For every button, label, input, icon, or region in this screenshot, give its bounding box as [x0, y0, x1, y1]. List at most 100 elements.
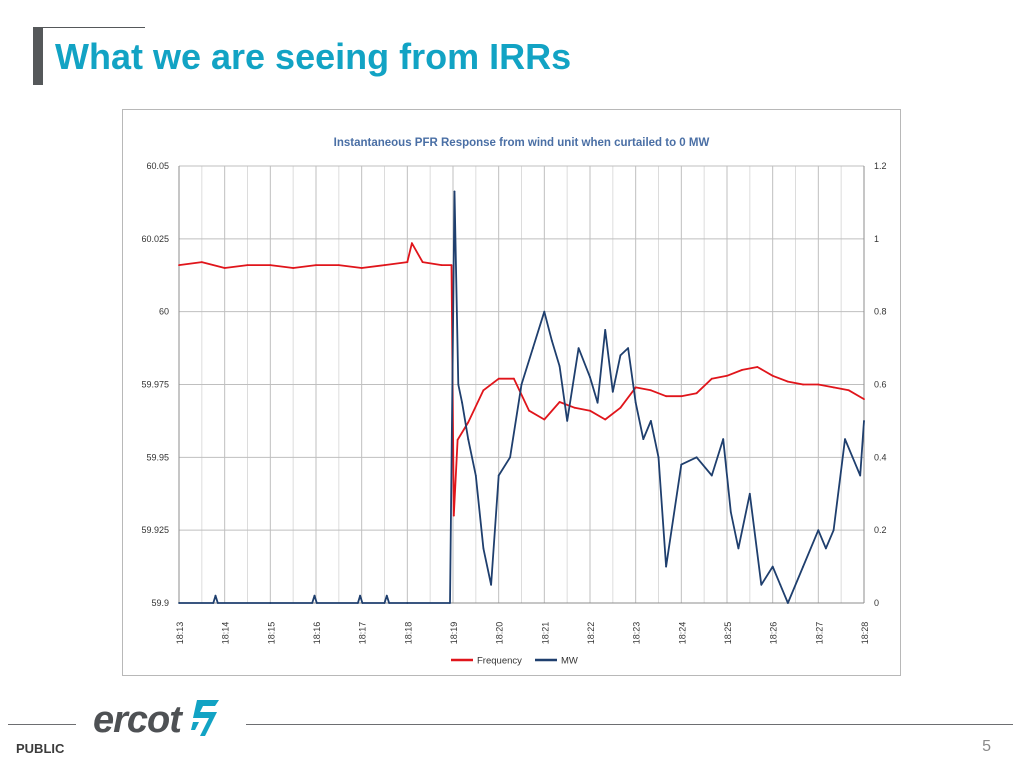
data-point-mw: [863, 420, 865, 422]
data-point-mw: [566, 420, 569, 422]
data-point-mw: [710, 474, 713, 477]
data-point-frequency: [223, 267, 226, 269]
data-point-frequency: [847, 389, 850, 392]
data-point-frequency: [650, 389, 652, 392]
data-point-mw: [315, 602, 318, 604]
data-point-mw: [787, 602, 789, 604]
chart-frame: Instantaneous PFR Response from wind uni…: [122, 109, 901, 676]
data-point-mw: [737, 547, 740, 550]
x-tick-label: 18:15: [266, 622, 276, 645]
data-point-frequency: [440, 264, 443, 266]
x-tick-label: 18:20: [495, 622, 505, 645]
data-point-frequency: [726, 374, 728, 377]
ercot-logo: ercot: [93, 694, 233, 751]
data-point-mw: [817, 529, 820, 532]
y-right-tick-label: 1.2: [874, 161, 887, 171]
data-point-frequency: [421, 261, 424, 263]
data-point-mw: [665, 565, 667, 568]
data-point-mw: [832, 529, 835, 532]
data-point-mw: [383, 602, 386, 604]
data-point-frequency: [756, 366, 759, 368]
data-point-mw: [589, 376, 591, 379]
data-point-mw: [461, 401, 463, 404]
footer-divider-left: [8, 724, 76, 725]
x-tick-label: 18:18: [403, 622, 413, 645]
legend-label-mw: MW: [561, 656, 578, 667]
x-tick-label: 18:22: [586, 622, 596, 645]
data-point-frequency: [513, 377, 515, 380]
pfr-response-chart: Instantaneous PFR Response from wind uni…: [141, 137, 887, 667]
data-point-frequency: [528, 409, 530, 412]
footer-divider-right: [246, 724, 1013, 725]
title-accent-bar: [33, 27, 43, 85]
data-point-mw: [657, 456, 660, 459]
data-point-mw: [490, 583, 492, 586]
y-left-tick-label: 60.05: [146, 161, 169, 171]
y-left-tick-label: 59.975: [141, 380, 169, 390]
data-point-mw: [361, 602, 364, 604]
y-left-tick-label: 59.925: [141, 525, 169, 535]
chart-title: Instantaneous PFR Response from wind uni…: [334, 137, 710, 149]
page-number: 5: [982, 738, 991, 755]
x-tick-label: 18:26: [769, 622, 779, 645]
data-point-mw: [453, 190, 456, 193]
data-point-mw: [642, 438, 645, 440]
data-point-frequency: [360, 267, 363, 269]
data-point-mw: [634, 401, 637, 404]
data-point-mw: [388, 602, 390, 604]
y-left-tick-label: 60.025: [141, 234, 169, 244]
data-point-frequency: [497, 377, 500, 380]
y-left-tick-label: 60: [159, 307, 169, 317]
svg-text:ercot: ercot: [93, 699, 183, 741]
data-point-frequency: [771, 374, 774, 377]
data-point-mw: [779, 583, 782, 586]
data-point-frequency: [665, 395, 667, 398]
data-point-mw: [627, 347, 629, 349]
data-point-mw: [859, 474, 862, 477]
x-tick-label: 18:17: [358, 622, 368, 645]
data-point-frequency: [315, 264, 317, 266]
title-accent-line: [43, 27, 145, 28]
data-point-frequency: [543, 418, 546, 421]
data-point-frequency: [863, 398, 865, 400]
series-line-mw: [179, 190, 865, 604]
data-point-mw: [844, 438, 846, 440]
x-tick-label: 18:28: [860, 622, 870, 645]
data-point-mw: [604, 329, 607, 331]
data-point-mw: [771, 565, 774, 568]
x-tick-label: 18:14: [221, 622, 231, 645]
data-point-frequency: [178, 264, 180, 266]
data-point-mw: [748, 492, 751, 495]
data-point-mw: [596, 401, 599, 404]
data-point-mw: [482, 547, 485, 550]
data-point-mw: [802, 565, 804, 568]
data-point-mw: [558, 365, 561, 368]
data-point-mw: [619, 354, 622, 357]
data-point-mw: [474, 474, 477, 477]
data-point-frequency: [456, 439, 459, 441]
y-right-tick-label: 0.4: [874, 452, 887, 462]
data-point-mw: [509, 456, 511, 459]
data-point-mw: [680, 463, 683, 466]
data-point-mw: [611, 390, 614, 393]
data-point-mw: [851, 456, 854, 459]
data-point-frequency: [787, 380, 789, 383]
data-point-frequency: [802, 383, 804, 386]
data-point-mw: [313, 594, 316, 597]
data-point-mw: [457, 383, 460, 386]
data-point-frequency: [246, 264, 249, 266]
data-point-mw: [520, 383, 523, 386]
data-point-mw: [269, 602, 272, 604]
series-line-frequency: [178, 242, 865, 517]
slide-title: What we are seeing from IRRs: [55, 36, 572, 77]
data-point-frequency: [269, 264, 272, 266]
x-tick-label: 18:16: [312, 622, 322, 645]
data-point-frequency: [589, 409, 591, 412]
data-point-frequency: [482, 389, 485, 392]
data-point-mw: [449, 602, 451, 604]
data-point-frequency: [558, 401, 561, 403]
data-point-frequency: [817, 383, 820, 386]
data-point-mw: [385, 594, 388, 597]
data-point-frequency: [200, 261, 203, 263]
data-point-mw: [359, 594, 361, 597]
